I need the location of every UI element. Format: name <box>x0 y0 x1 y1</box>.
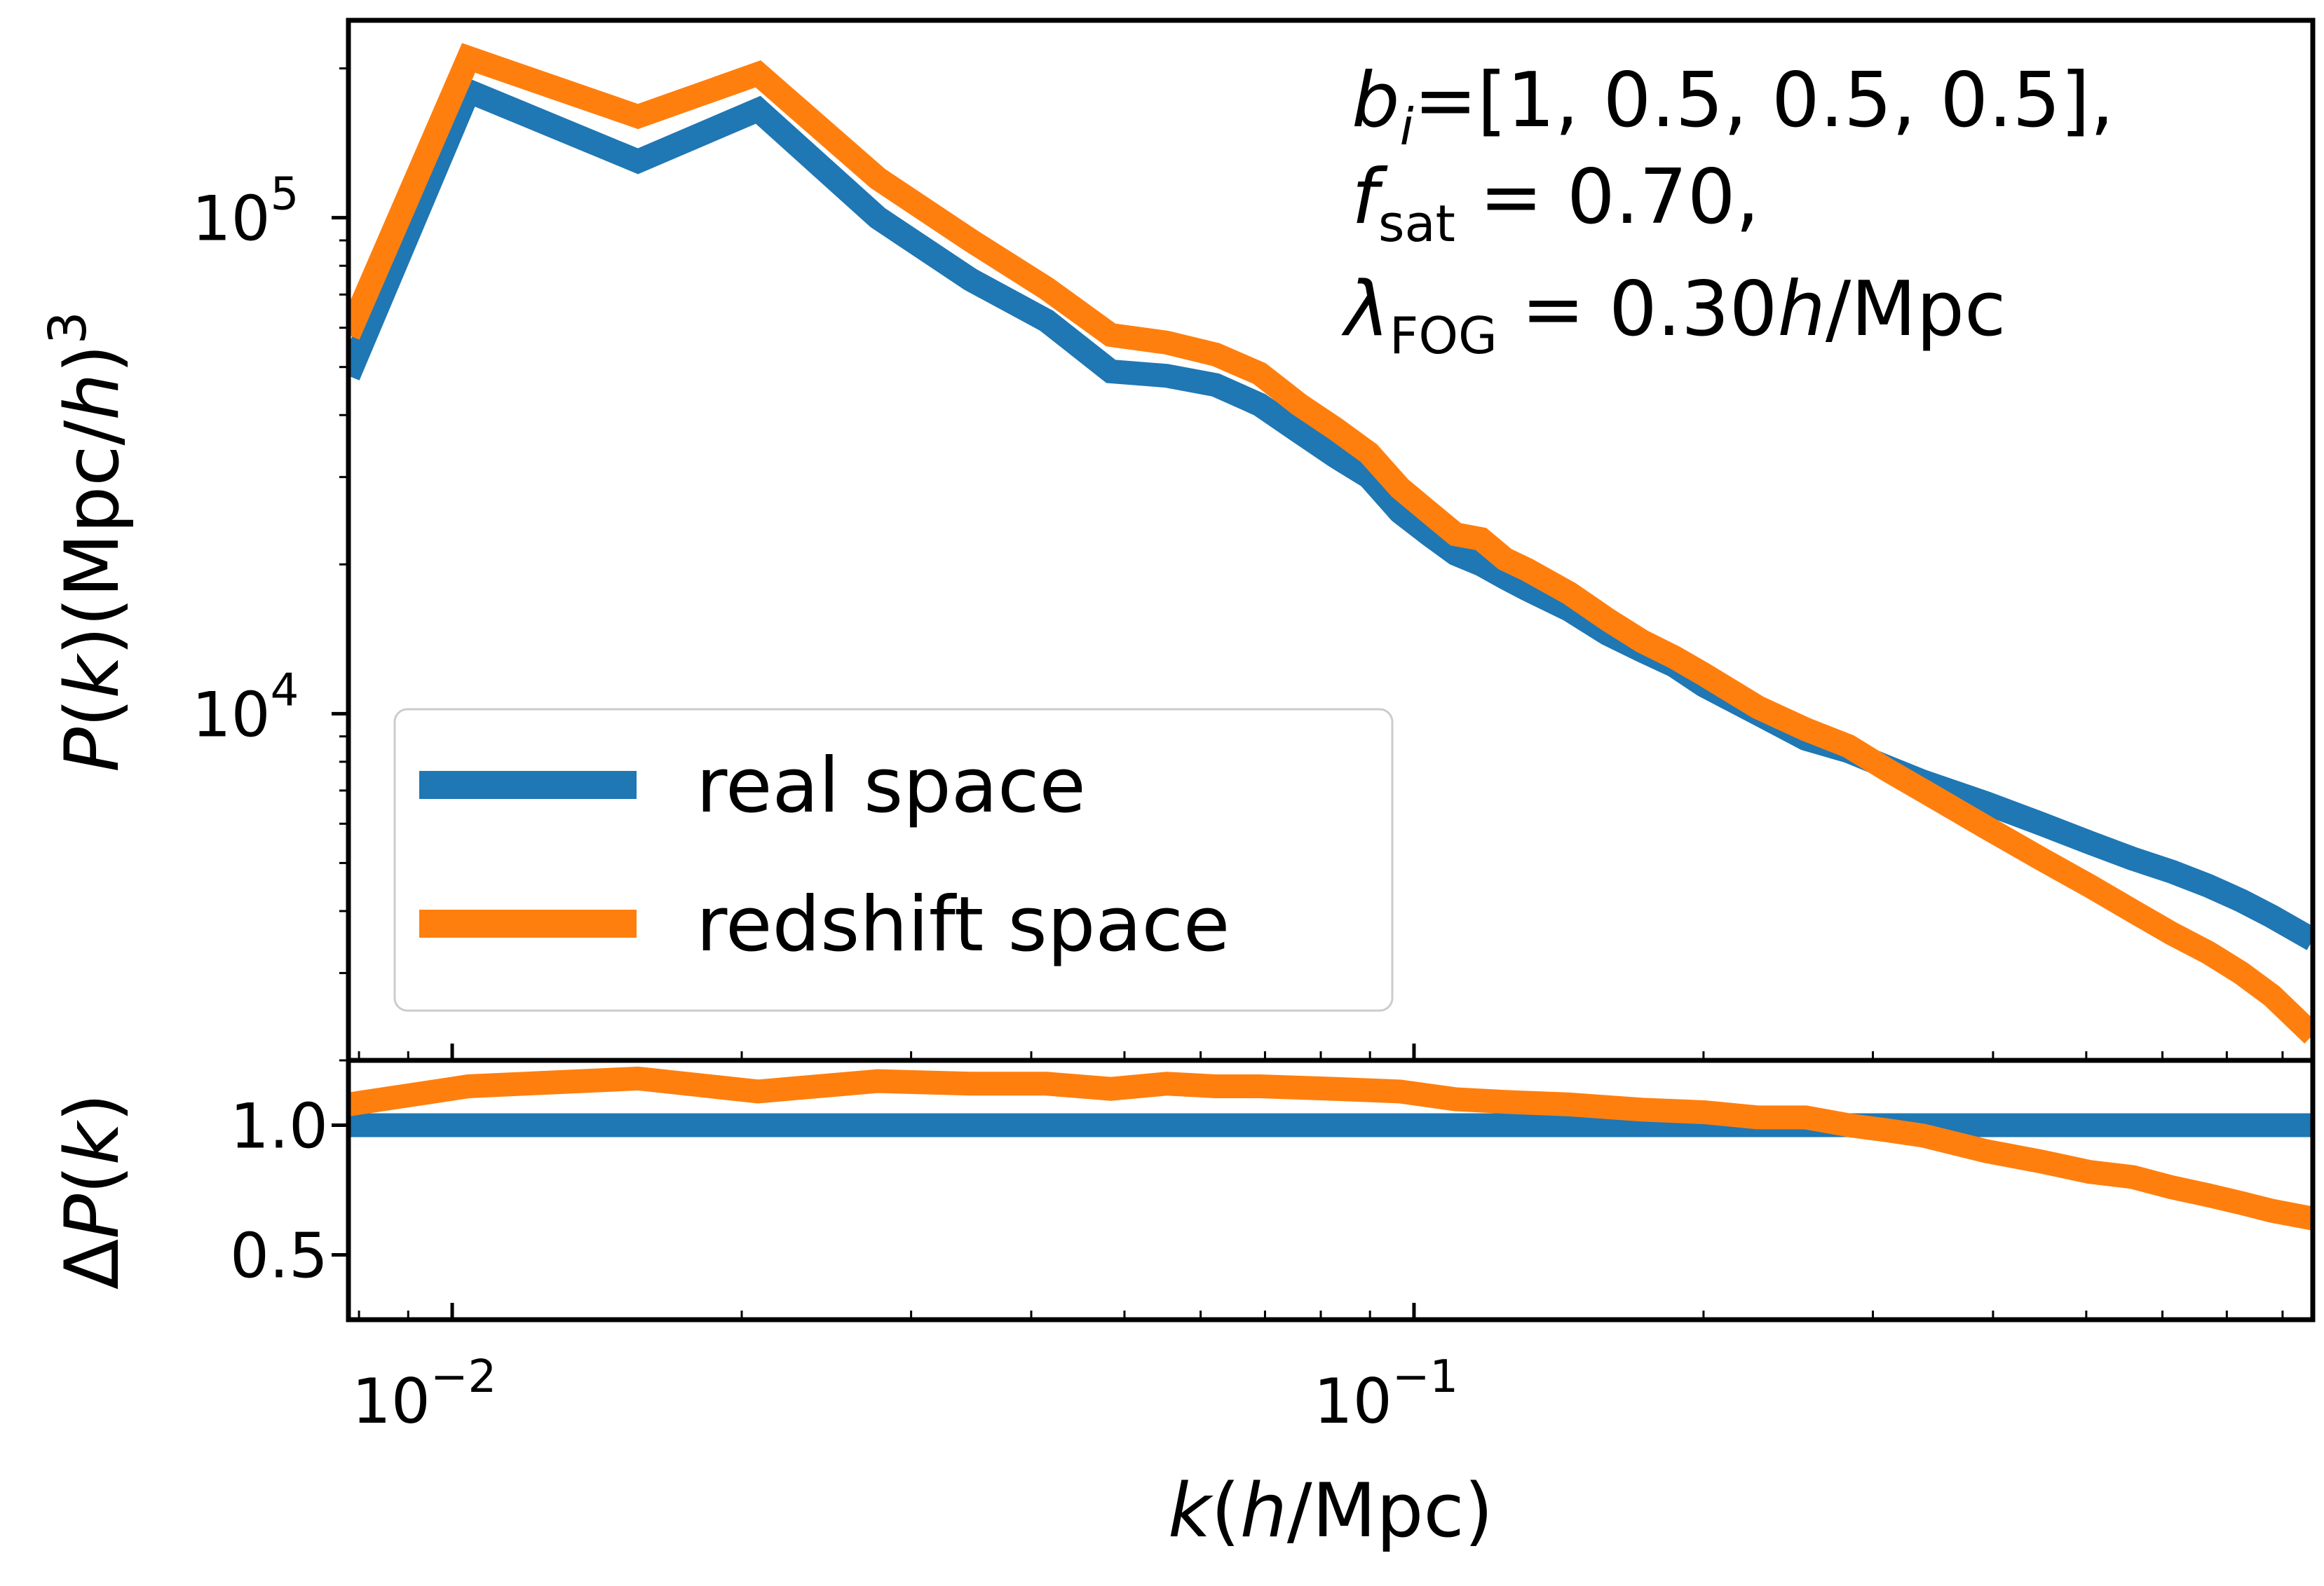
x-tick-label: 10−2 <box>352 1351 496 1437</box>
legend: real space redshift space <box>393 708 1394 1012</box>
y-tick-label: 105 <box>192 169 299 255</box>
ratio-ticks: 10−2 10−1 1.0 0.5 <box>230 1091 2284 1437</box>
ratio-y-axis-label: ΔP(k) <box>49 1093 135 1290</box>
ratio-axes-frame <box>346 1058 2316 1322</box>
ratio-plot-area <box>348 1066 2313 1231</box>
svg-text:P(k)(Mpc/h)3: P(k)(Mpc/h)3 <box>38 311 135 772</box>
annotation-line-lambda: λFOG = 0.30h/Mpc <box>1341 266 2006 365</box>
ratio-y-tick-label: 0.5 <box>230 1220 328 1292</box>
legend-label-redshift-space: redshift space <box>696 881 1230 969</box>
ratio-y-tick-label: 1.0 <box>230 1091 328 1163</box>
main-y-axis-label: P(k)(Mpc/h)3 <box>38 311 135 772</box>
y-tick-label: 104 <box>192 664 299 751</box>
annotation-line-bias: bi=[1, 0.5, 0.5, 0.5], <box>1352 57 2114 156</box>
series-line-real-space <box>348 75 2313 950</box>
main-plot-area <box>348 43 2313 1044</box>
annotation-line-fsat: fsat = 0.70, <box>1352 153 1760 253</box>
svg-text:ΔP(k): ΔP(k) <box>49 1093 135 1290</box>
legend-box <box>393 708 1394 1012</box>
x-axis-label: k(h/Mpc) <box>1168 1468 1493 1554</box>
ratio-line-redshift-space <box>348 1066 2313 1231</box>
series-line-redshift-space <box>348 43 2313 1044</box>
x-tick-label: 10−1 <box>1314 1351 1458 1437</box>
parameter-annotation: bi=[1, 0.5, 0.5, 0.5], fsat = 0.70, λFOG… <box>1341 57 2114 365</box>
legend-label-real-space: real space <box>696 742 1086 830</box>
